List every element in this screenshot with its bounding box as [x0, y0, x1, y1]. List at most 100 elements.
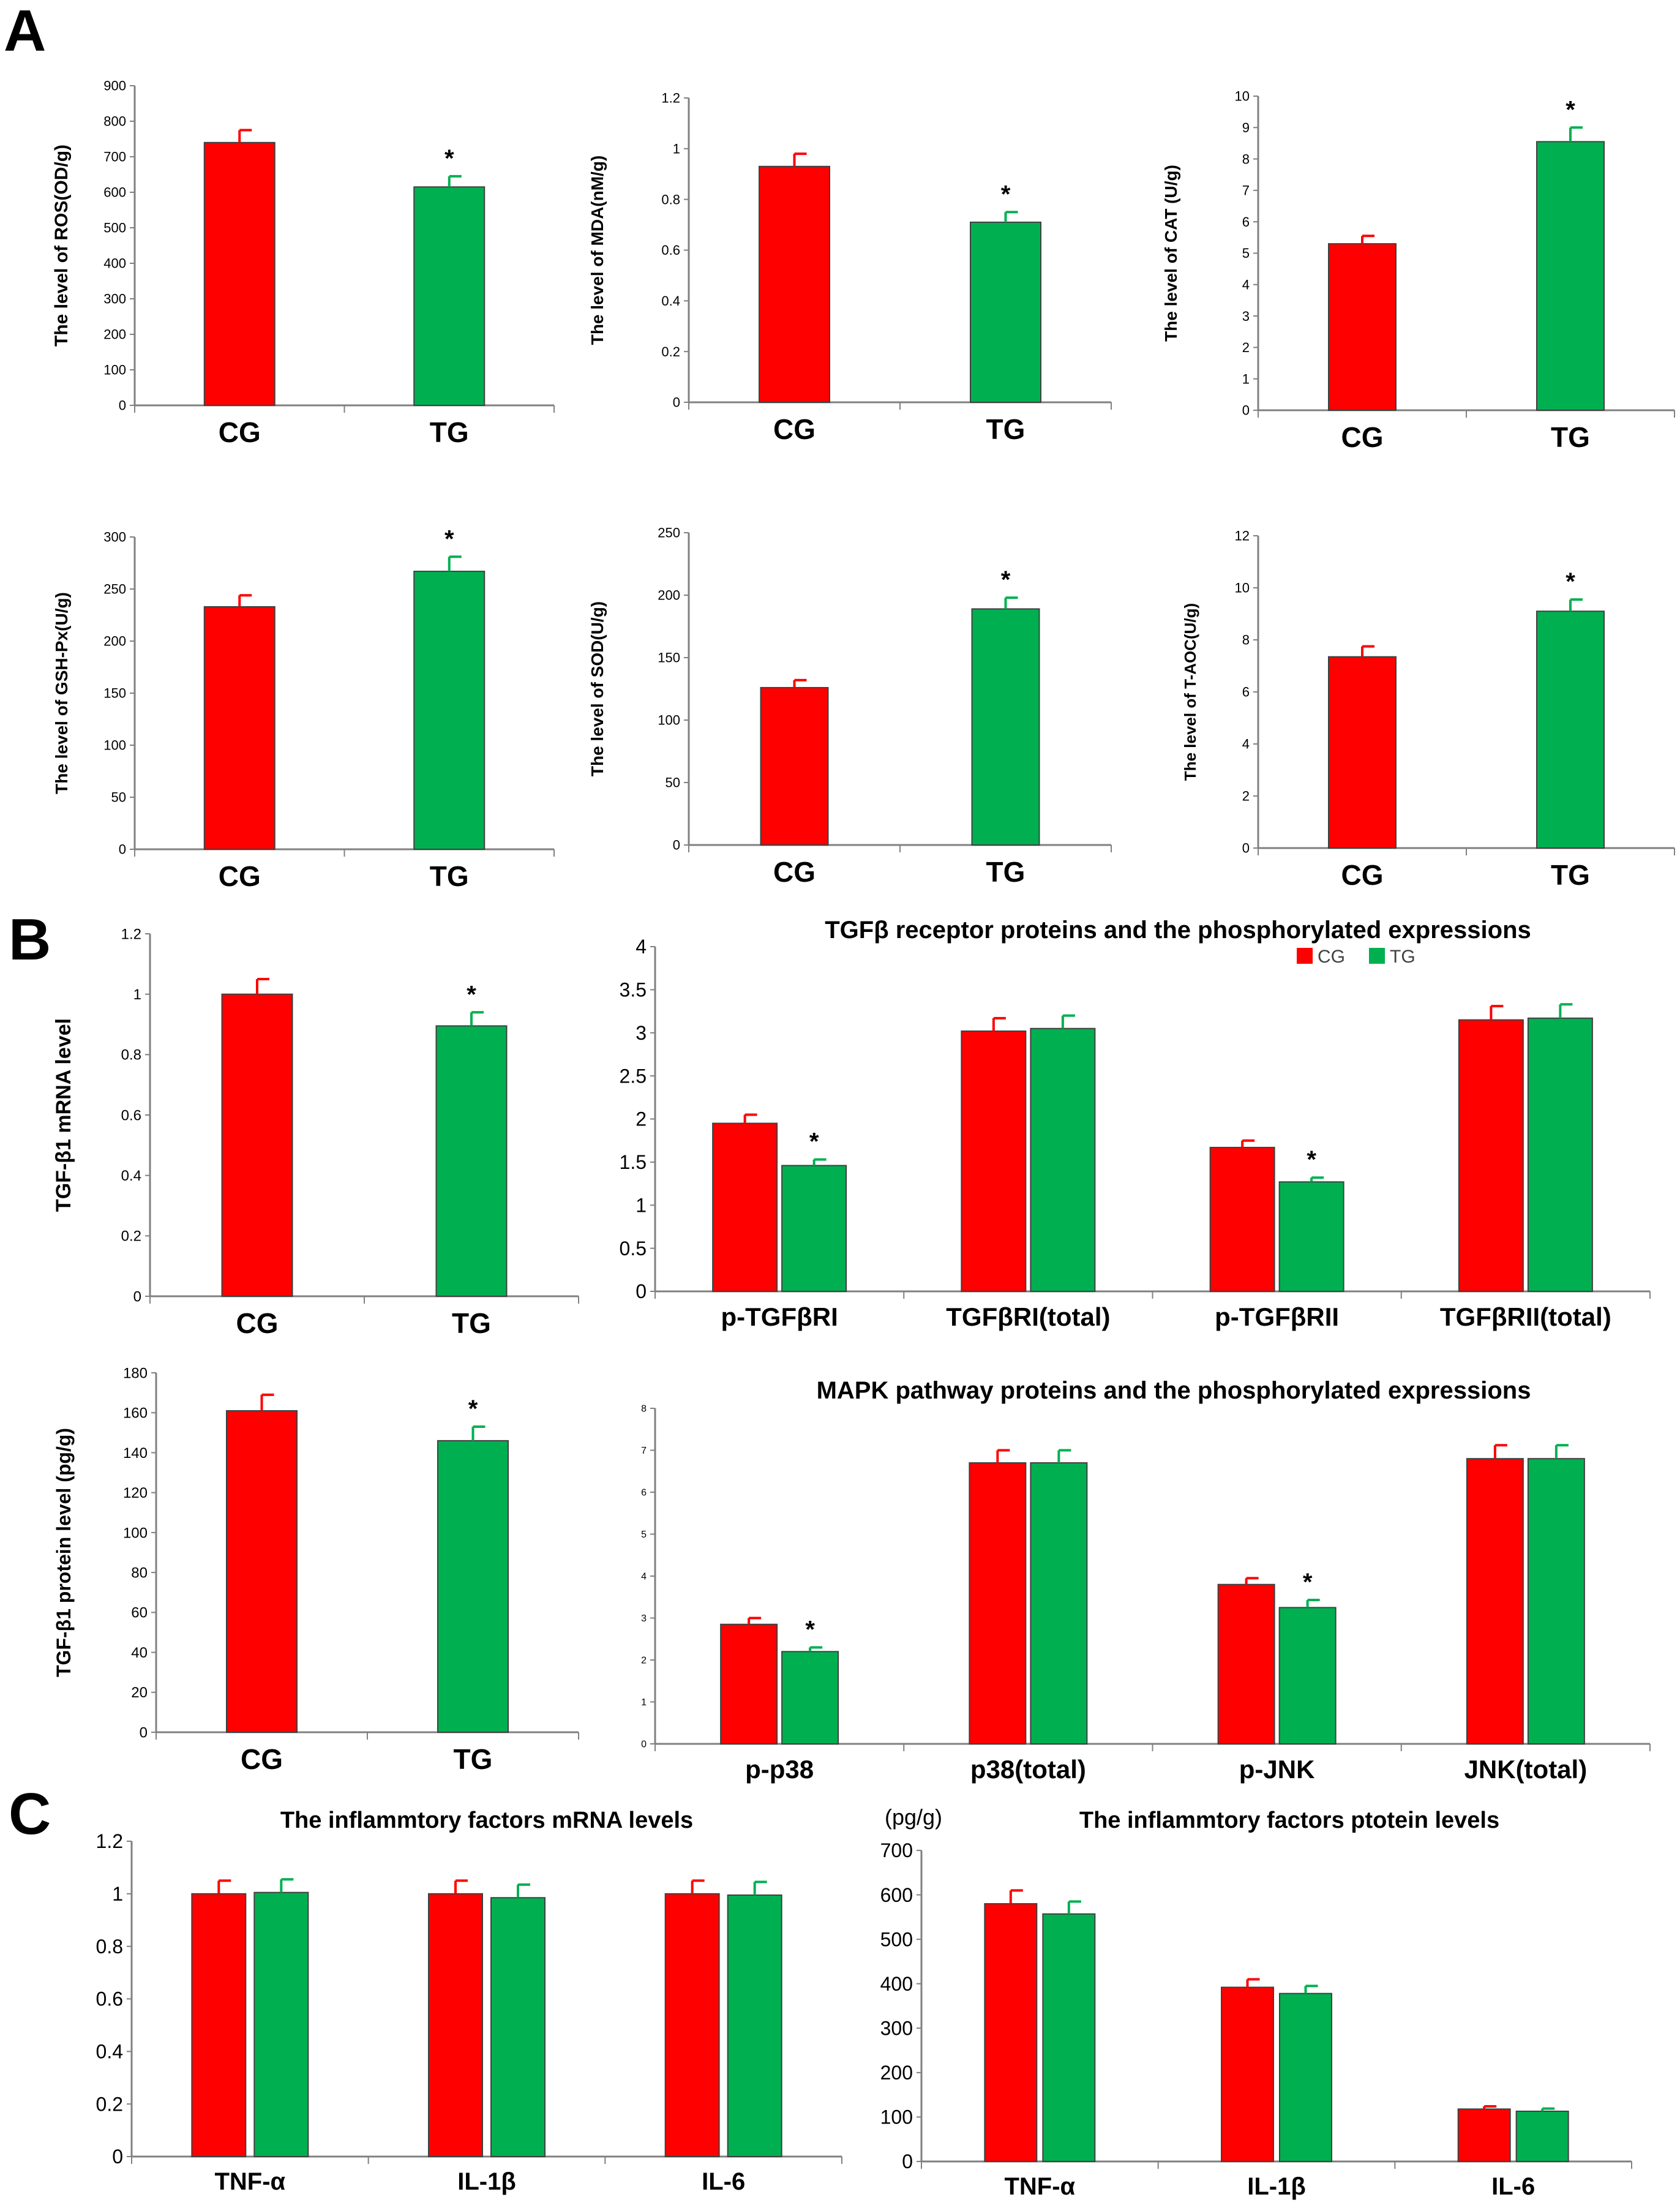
bar	[1279, 1992, 1332, 2162]
y-tick-label: 0.6	[96, 1988, 123, 2010]
bar	[1527, 1458, 1585, 1744]
y-tick-label: 8	[641, 1404, 647, 1414]
bar	[664, 1893, 720, 2157]
bar	[971, 608, 1040, 846]
y-tick-label: 150	[103, 686, 126, 701]
significance-marker: *	[1001, 181, 1011, 208]
y-tick-label: 100	[123, 1525, 148, 1541]
chart-title: The inflammtory factors mRNA levels	[280, 1808, 693, 1833]
x-category-label: TG	[986, 856, 1026, 888]
x-category-label: CG	[236, 1307, 279, 1339]
y-tick-label: 6	[1242, 685, 1250, 700]
significance-marker: *	[1303, 1569, 1313, 1596]
y-tick-label: 250	[103, 582, 126, 597]
chart-gshpx: 0 50 100 150 200 250 300 The level of GSH-Px(U/…	[52, 525, 555, 892]
y-tick-label: 0	[133, 1288, 141, 1305]
y-tick-label: 1	[673, 141, 680, 157]
bar	[720, 1623, 778, 1744]
x-category-label: CG	[1341, 421, 1384, 453]
bar	[1328, 243, 1397, 411]
y-tick-label: 80	[131, 1565, 148, 1582]
bar	[435, 1025, 508, 1297]
y-axis-label: The level of ROS(OD/g)	[51, 145, 72, 347]
x-category-label: TG	[454, 1743, 493, 1775]
y-tick-label: 300	[103, 530, 126, 545]
significance-marker: *	[468, 1395, 478, 1422]
y-tick-label: 6	[1242, 214, 1250, 230]
y-tick-label: 1	[133, 986, 141, 1003]
bar	[1217, 1583, 1275, 1744]
x-category-label: p-JNK	[1239, 1755, 1315, 1784]
y-tick-label: 60	[131, 1605, 148, 1621]
y-tick-label: 700	[880, 1839, 913, 1861]
significance-marker: *	[1566, 568, 1575, 595]
x-category-label: TG	[986, 413, 1026, 445]
y-tick-label: 2	[636, 1108, 647, 1130]
significance-marker: *	[467, 981, 476, 1008]
y-tick-label: 1.5	[620, 1151, 647, 1173]
bar	[221, 993, 293, 1297]
legend-swatch	[1369, 948, 1385, 964]
y-tick-label: 300	[880, 2017, 913, 2039]
y-tick-label: 600	[103, 185, 126, 200]
y-tick-label: 800	[103, 114, 126, 129]
y-tick-label: 1.2	[96, 1830, 123, 1852]
bar	[413, 186, 486, 406]
chart-title: MAPK pathway proteins and the phosphoryl…	[817, 1377, 1531, 1404]
y-tick-label: 0.2	[661, 344, 680, 359]
y-tick-label: 5	[1242, 246, 1250, 261]
x-category-label: TGFβRI(total)	[946, 1302, 1110, 1331]
significance-marker: *	[1307, 1146, 1316, 1173]
legend-label: CG	[1318, 947, 1345, 967]
chart-tgfb1_mrna: 0 0.2 0.4 0.6 0.8 1 1.2 TGF-β1 mRNA level CG TG *	[52, 926, 579, 1339]
y-tick-label: 0	[1242, 403, 1250, 418]
panel-label-a: A	[4, 0, 47, 64]
y-axis-label: TGF-β1 mRNA level	[52, 1018, 75, 1212]
significance-marker: *	[444, 525, 454, 552]
y-tick-label: 1.2	[661, 91, 680, 106]
bar	[727, 1894, 782, 2158]
x-category-label: TGFβRII(total)	[1440, 1302, 1611, 1331]
bar	[1221, 1986, 1274, 2163]
y-tick-label: 6	[641, 1488, 647, 1498]
significance-marker: *	[1001, 566, 1011, 593]
y-tick-label: 3	[1242, 309, 1250, 324]
x-category-label: JNK(total)	[1464, 1755, 1588, 1784]
y-tick-label: 7	[1242, 183, 1250, 198]
chart-inflam_mrna: The inflammtory factors mRNA levels 0 0.2 0…	[96, 1808, 842, 2195]
y-tick-label: 1	[641, 1697, 647, 1708]
y-tick-label: 0	[140, 1724, 148, 1741]
bar	[1466, 1458, 1524, 1744]
bar	[1209, 1146, 1275, 1293]
y-tick-label: 100	[103, 738, 126, 753]
unit-label: (pg/g)	[885, 1804, 942, 1830]
bar	[1536, 141, 1605, 411]
legend-label: TG	[1390, 947, 1416, 967]
y-tick-label: 12	[1235, 528, 1250, 544]
x-category-label: TG	[430, 860, 469, 892]
y-tick-label: 0.2	[121, 1228, 141, 1245]
y-tick-label: 500	[880, 1928, 913, 1950]
bar	[760, 686, 829, 846]
chart-tgfb1_protein: 0 20 40 60 80 100 120 140 160 180 TGF-β1 protein l…	[53, 1365, 579, 1775]
bar	[203, 606, 276, 851]
y-tick-label: 0	[119, 842, 126, 857]
y-tick-label: 9	[1242, 120, 1250, 135]
significance-marker: *	[1566, 96, 1575, 123]
y-tick-label: 300	[103, 291, 126, 307]
x-category-label: IL-1β	[457, 2168, 516, 2195]
y-axis-label: The level of GSH-Px(U/g)	[52, 592, 71, 794]
y-tick-label: 0	[902, 2150, 913, 2172]
chart-taoc: 0 2 4 6 8 10 12 The level of T-AOC(U/g) CG TG *	[1181, 528, 1675, 891]
y-tick-label: 700	[103, 149, 126, 165]
chart-inflam_protein: The inflammtory factors ptotein levels (p…	[880, 1804, 1632, 2200]
y-tick-label: 40	[131, 1645, 148, 1661]
bar	[712, 1122, 778, 1292]
legend-swatch	[1297, 948, 1313, 964]
y-tick-label: 0.6	[661, 242, 680, 258]
y-tick-label: 5	[641, 1530, 647, 1540]
bar	[1527, 1017, 1593, 1292]
y-tick-label: 1	[636, 1194, 647, 1216]
y-tick-label: 600	[880, 1884, 913, 1906]
y-tick-label: 3	[636, 1022, 647, 1044]
